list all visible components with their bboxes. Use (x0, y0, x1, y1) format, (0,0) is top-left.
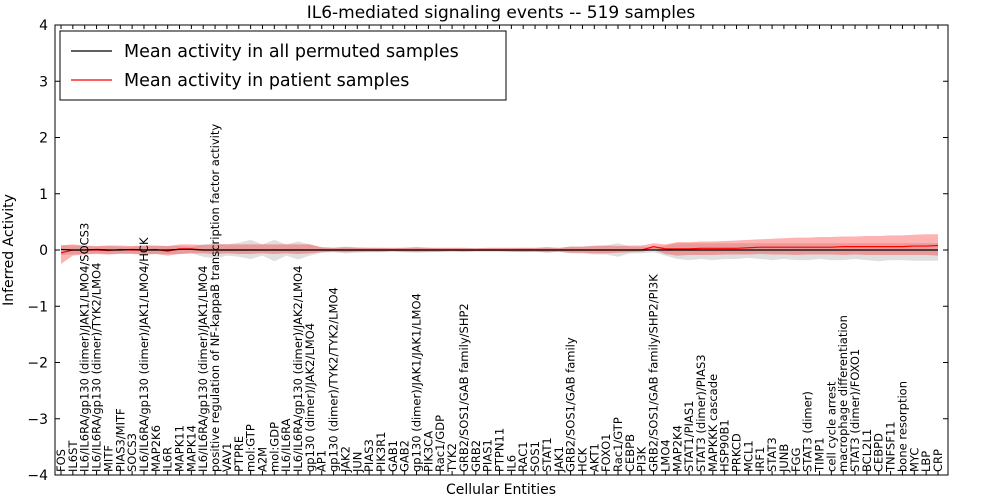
ytick-label: 2 (39, 131, 48, 147)
category-label: PIAS3 (362, 439, 376, 472)
category-label: IL6/IL6RA/gp130 (dimer)/JAK2/LMO4 (291, 266, 305, 472)
plot-frame (54, 24, 949, 476)
category-label: FOS (54, 449, 68, 472)
category-label: MITF (101, 445, 115, 472)
ytick-label: 1 (39, 187, 48, 203)
category-label: MAPK11 (173, 425, 187, 472)
category-label: IRF1 (753, 447, 767, 472)
category-label: AP1 (315, 450, 329, 472)
legend-label-patient: Mean activity in patient samples (124, 71, 409, 91)
category-label: GRB2/SOS1/GAB family/SHP2 (457, 303, 471, 472)
category-label: STAT3 (765, 437, 779, 472)
category-label: CEBPB (623, 434, 637, 472)
category-label: gp130 (dimer)/JAK2/LMO4 (303, 323, 317, 472)
category-label: AKT1 (587, 443, 601, 472)
category-label: MYC (907, 448, 921, 472)
x-axis-label: Cellular Entities (446, 482, 556, 498)
category-label: PIAS1 (481, 439, 495, 472)
ytick-label: −4 (27, 468, 48, 484)
category-label: STAT1/PIAS1 (682, 401, 696, 472)
category-label: macrophage differentiation (836, 315, 850, 472)
y-axis-label: Inferred Activity (1, 194, 17, 306)
series-lines (60, 244, 939, 254)
category-label: gp130 (dimer)/TYK2/TYK2/LMO4 (327, 287, 341, 472)
category-label: SOCS3 (125, 433, 139, 472)
category-label: STAT3 (dimer) (801, 391, 815, 472)
category-label: IL6/IL6RA/gp130 (dimer)/JAK1/LMO4/HCK (137, 237, 151, 472)
category-label: TYK2 (445, 443, 459, 473)
legend-box (59, 30, 507, 101)
category-label: RAC1 (516, 441, 530, 472)
band-patient (61, 234, 938, 265)
category-label: mol:GTP (244, 424, 258, 472)
category-label: GRB2/SOS1/GAB family (564, 337, 578, 472)
category-label: JAK2 (338, 446, 352, 473)
ytick-label: −2 (27, 356, 48, 372)
category-label: IL6/IL6RA/gp130 (dimer)/JAK1/LMO4/SOCS3 (78, 223, 92, 472)
category-label: SOS1 (528, 441, 542, 472)
category-label: LMO4 (658, 439, 672, 472)
category-label: IL6/IL6RA/gp130 (dimer)/TYK2/LMO4 (90, 263, 104, 472)
axis-ticks: 4 3 2 1 0 −1 −2 −3 −4 (27, 18, 948, 484)
category-label: TNFSF11 (884, 421, 898, 473)
ytick-label: 3 (39, 74, 48, 90)
category-label: bone resorption (895, 381, 909, 472)
category-label: JUN (350, 452, 364, 473)
category-label: A2M (255, 447, 269, 472)
category-label: CEBPD (872, 433, 886, 472)
category-label: BCL2L1 (860, 429, 874, 472)
ytick-label: −3 (27, 412, 48, 428)
category-label: GAB1 (386, 440, 400, 472)
category-label: PIK3R1 (374, 432, 388, 473)
series-line-permuted (60, 248, 938, 251)
category-label: IL6ST (66, 440, 80, 472)
category-label: JAK1 (552, 446, 566, 473)
category-label: LBP (919, 451, 933, 472)
category-label: PTPN11 (493, 428, 507, 472)
legend: Mean activity in all permuted samples Me… (59, 30, 507, 101)
category-label: GAB2 (398, 440, 412, 472)
category-label: positive regulation of NF-kappaB transcr… (208, 124, 222, 472)
ytick-label: −1 (27, 299, 48, 315)
category-label: gp130 (dimer)/JAK1/JAK1/LMO4 (410, 293, 424, 472)
category-label: PIAS3/MITF (113, 408, 127, 472)
category-label: CRP (931, 449, 945, 472)
category-label: HSP90B1 (718, 419, 732, 472)
category-label: IL6/IL6RA/gp130 (dimer)/JAK1/LMO4 (196, 266, 210, 472)
chart-title: IL6-mediated signaling events -- 519 sam… (307, 3, 696, 23)
category-label: IL6R (161, 447, 175, 472)
category-label: PRKCD (730, 433, 744, 472)
category-label: FGG (789, 448, 803, 472)
category-label: IL6/IL6RA (279, 418, 293, 472)
category-label: FOXO1 (599, 434, 613, 472)
category-label: cell cycle arrest (824, 381, 838, 472)
category-label: Rac1/GTP (611, 417, 625, 472)
category-label: MAPK14 (184, 425, 198, 472)
category-label: GRB2 (469, 440, 483, 472)
category-label: Rac1/GDP (433, 415, 447, 472)
category-label: TIMP1 (812, 437, 826, 473)
legend-label-permuted: Mean activity in all permuted samples (124, 42, 459, 62)
category-label: PIK3CA (421, 431, 435, 472)
category-label: PI3K (635, 446, 649, 472)
category-label: GRB2/SOS1/GAB family/SHP2/PI3K (647, 274, 661, 472)
category-label: HCK (575, 447, 589, 472)
category-label: MAPKKK cascade (706, 374, 720, 472)
category-label: PTPRE (232, 436, 246, 472)
category-label: STAT1 (540, 437, 554, 472)
category-label: MAP2K6 (149, 425, 163, 472)
category-label: STAT3 (dimer)/FOXO1 (848, 349, 862, 472)
category-label: mol:GDP (267, 422, 281, 472)
category-label: IL6 (504, 455, 518, 472)
category-label: JUNB (777, 444, 791, 473)
ytick-label: 0 (39, 243, 48, 259)
ytick-label: 4 (39, 18, 48, 34)
category-label: VAV1 (220, 443, 234, 472)
category-label: MAP2K4 (670, 425, 684, 472)
category-label: STAT3 (dimer)/PIAS3 (694, 354, 708, 472)
category-label: MCL1 (741, 440, 755, 472)
